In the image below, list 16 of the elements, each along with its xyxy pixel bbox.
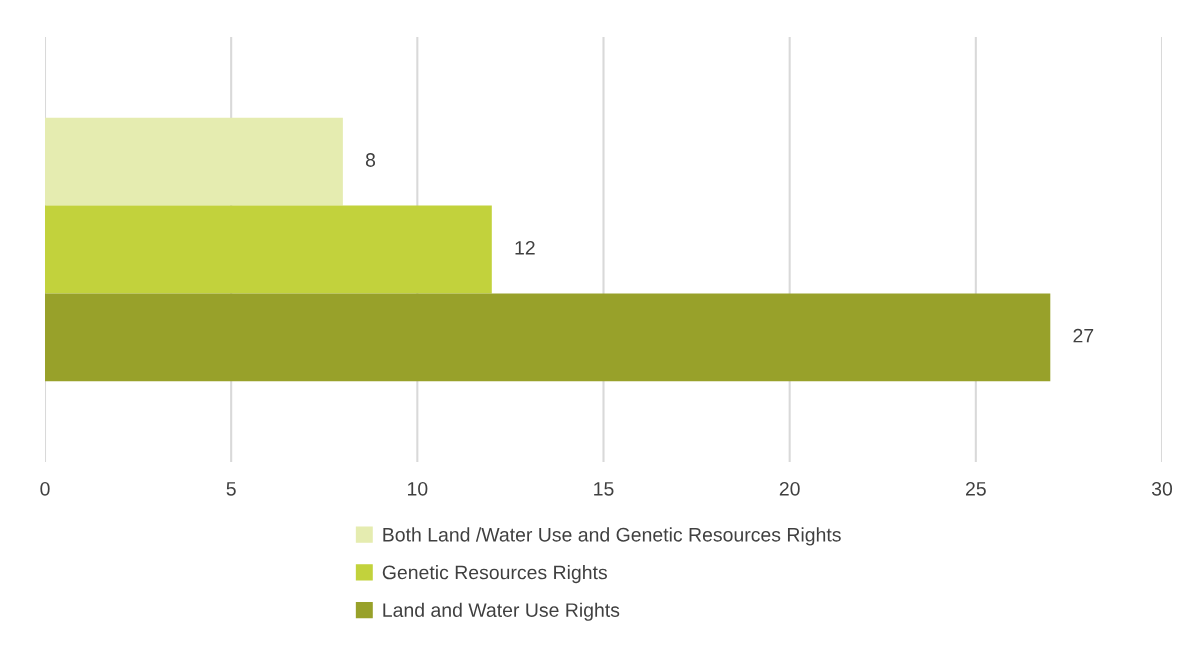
data-label: 8 — [365, 153, 376, 167]
x-tick-label: 25 — [966, 481, 986, 496]
x-tick-label: 15 — [594, 482, 614, 496]
legend-label: Both Land /Water Use and Genetic Resources Rights — [383, 527, 841, 546]
data-label: 12 — [515, 240, 535, 255]
x-tick-label: 30 — [1151, 481, 1173, 496]
bar — [45, 293, 1051, 382]
legend-label: Land and Water Use Rights — [383, 602, 620, 621]
bar — [45, 205, 492, 294]
x-tick-label: 0 — [40, 481, 50, 496]
legend-label: Genetic Resources Rights — [382, 565, 607, 584]
x-tick-label: 5 — [226, 482, 236, 496]
x-tick-label: 10 — [408, 481, 428, 496]
data-label: 27 — [1073, 328, 1094, 343]
bar — [45, 117, 343, 206]
x-tick-label: 20 — [779, 481, 800, 496]
